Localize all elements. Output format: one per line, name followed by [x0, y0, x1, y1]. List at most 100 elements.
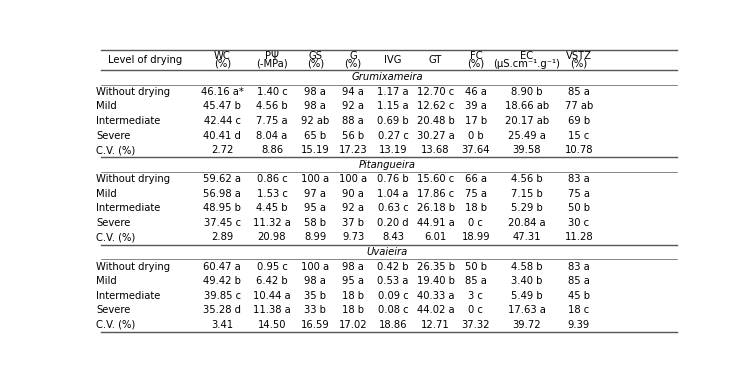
Text: 13.19: 13.19 [379, 145, 408, 155]
Text: GS: GS [308, 51, 322, 61]
Text: 15 c: 15 c [569, 130, 590, 141]
Text: 3.40 b: 3.40 b [511, 276, 543, 286]
Text: 39.85 c: 39.85 c [204, 291, 241, 301]
Text: 46 a: 46 a [465, 87, 487, 97]
Text: 95 a: 95 a [304, 203, 326, 213]
Text: 45.47 b: 45.47 b [203, 101, 241, 112]
Text: 77 ab: 77 ab [565, 101, 593, 112]
Text: 56.98 a: 56.98 a [203, 189, 241, 199]
Text: 69 b: 69 b [568, 116, 590, 126]
Text: 8.04 a: 8.04 a [257, 130, 288, 141]
Text: 48.95 b: 48.95 b [203, 203, 241, 213]
Text: 4.45 b: 4.45 b [256, 203, 288, 213]
Text: 97 a: 97 a [304, 189, 326, 199]
Text: 7.75 a: 7.75 a [256, 116, 288, 126]
Text: 44.91 a: 44.91 a [417, 218, 455, 228]
Text: IVG: IVG [384, 55, 402, 65]
Text: 6.01: 6.01 [424, 232, 447, 242]
Text: VSTZ: VSTZ [565, 51, 592, 61]
Text: 1.17 a: 1.17 a [378, 87, 409, 97]
Text: 0 b: 0 b [468, 130, 484, 141]
Text: C.V. (%): C.V. (%) [96, 145, 135, 155]
Text: 8.43: 8.43 [382, 232, 404, 242]
Text: 18.86: 18.86 [379, 320, 408, 330]
Text: 17 b: 17 b [465, 116, 487, 126]
Text: Uvaieira: Uvaieira [366, 247, 408, 257]
Text: 98 a: 98 a [304, 87, 326, 97]
Text: 0.95 c: 0.95 c [257, 262, 288, 271]
Text: 98 a: 98 a [304, 101, 326, 112]
Text: 59.62 a: 59.62 a [203, 174, 242, 184]
Text: (%): (%) [467, 59, 485, 68]
Text: Mild: Mild [96, 101, 117, 112]
Text: (-MPa): (-MPa) [256, 59, 288, 68]
Text: 14.50: 14.50 [257, 320, 286, 330]
Text: 35.28 d: 35.28 d [203, 305, 242, 315]
Text: Without drying: Without drying [96, 174, 171, 184]
Text: 12.62 c: 12.62 c [417, 101, 455, 112]
Text: GT: GT [429, 55, 442, 65]
Text: Mild: Mild [96, 189, 117, 199]
Text: 100 a: 100 a [339, 174, 367, 184]
Text: 100 a: 100 a [301, 174, 329, 184]
Text: 3.41: 3.41 [211, 320, 233, 330]
Text: 8.86: 8.86 [261, 145, 283, 155]
Text: 7.15 b: 7.15 b [511, 189, 543, 199]
Text: 9.73: 9.73 [342, 232, 364, 242]
Text: 0 c: 0 c [468, 305, 483, 315]
Text: 0.08 c: 0.08 c [378, 305, 408, 315]
Text: 35 b: 35 b [304, 291, 326, 301]
Text: 16.59: 16.59 [301, 320, 330, 330]
Text: 20.84 a: 20.84 a [508, 218, 546, 228]
Text: 20.48 b: 20.48 b [417, 116, 455, 126]
Text: 2.89: 2.89 [211, 232, 233, 242]
Text: EC: EC [520, 51, 533, 61]
Text: Severe: Severe [96, 305, 131, 315]
Text: 1.15 a: 1.15 a [378, 101, 409, 112]
Text: 15.19: 15.19 [301, 145, 330, 155]
Text: 11.32 a: 11.32 a [253, 218, 291, 228]
Text: 4.56 b: 4.56 b [511, 174, 543, 184]
Text: (%): (%) [344, 59, 362, 68]
Text: 66 a: 66 a [465, 174, 487, 184]
Text: PΨ: PΨ [265, 51, 279, 61]
Text: Intermediate: Intermediate [96, 203, 161, 213]
Text: 40.41 d: 40.41 d [203, 130, 241, 141]
Text: 12.70 c: 12.70 c [417, 87, 454, 97]
Text: 40.33 a: 40.33 a [417, 291, 455, 301]
Text: 9.39: 9.39 [568, 320, 590, 330]
Text: 50 b: 50 b [568, 203, 590, 213]
Text: WC: WC [214, 51, 230, 61]
Text: 37.64: 37.64 [461, 145, 490, 155]
Text: 26.18 b: 26.18 b [417, 203, 455, 213]
Text: 1.04 a: 1.04 a [378, 189, 408, 199]
Text: 4.56 b: 4.56 b [256, 101, 288, 112]
Text: 90 a: 90 a [342, 189, 364, 199]
Text: Severe: Severe [96, 218, 131, 228]
Text: 92 a: 92 a [342, 101, 364, 112]
Text: 33 b: 33 b [304, 305, 326, 315]
Text: 37 b: 37 b [342, 218, 364, 228]
Text: (%): (%) [307, 59, 324, 68]
Text: 5.29 b: 5.29 b [511, 203, 543, 213]
Text: 39.58: 39.58 [513, 145, 541, 155]
Text: 0.20 d: 0.20 d [378, 218, 409, 228]
Text: 98 a: 98 a [342, 262, 364, 271]
Text: 39 a: 39 a [465, 101, 487, 112]
Text: 0.63 c: 0.63 c [378, 203, 408, 213]
Text: 37.32: 37.32 [461, 320, 490, 330]
Text: 45 b: 45 b [568, 291, 590, 301]
Text: 19.40 b: 19.40 b [417, 276, 455, 286]
Text: 65 b: 65 b [304, 130, 326, 141]
Text: 0.42 b: 0.42 b [378, 262, 408, 271]
Text: Intermediate: Intermediate [96, 291, 161, 301]
Text: 8.99: 8.99 [304, 232, 326, 242]
Text: 18.99: 18.99 [461, 232, 490, 242]
Text: 0.53 a: 0.53 a [378, 276, 408, 286]
Text: 13.68: 13.68 [421, 145, 450, 155]
Text: FC: FC [470, 51, 482, 61]
Text: 17.02: 17.02 [339, 320, 368, 330]
Text: 47.31: 47.31 [513, 232, 541, 242]
Text: G: G [349, 51, 357, 61]
Text: 4.58 b: 4.58 b [511, 262, 543, 271]
